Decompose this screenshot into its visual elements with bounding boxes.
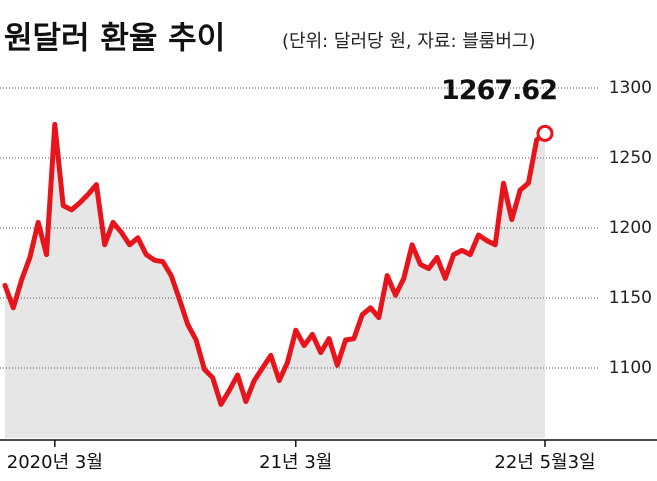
x-tick-label: 21년 3월: [259, 452, 332, 473]
end-value-label: 1267.62: [441, 75, 557, 106]
y-tick-label: 1150: [609, 288, 652, 308]
y-tick-label: 1100: [609, 358, 652, 378]
x-tick-label: 2020년 3월: [7, 452, 103, 473]
chart-title: 원달러 환율 추이: [4, 21, 225, 57]
x-tick-label: 22년 5월3일: [494, 452, 595, 473]
chart-subtitle: (단위: 달러당 원, 자료: 블룸버그): [282, 31, 536, 52]
line: [2, 121, 548, 407]
y-tick-label: 1250: [609, 148, 652, 168]
y-tick-label: 1300: [609, 78, 652, 98]
end-marker: [536, 124, 554, 142]
y-tick-label: 1200: [609, 218, 652, 238]
area: [5, 124, 545, 439]
